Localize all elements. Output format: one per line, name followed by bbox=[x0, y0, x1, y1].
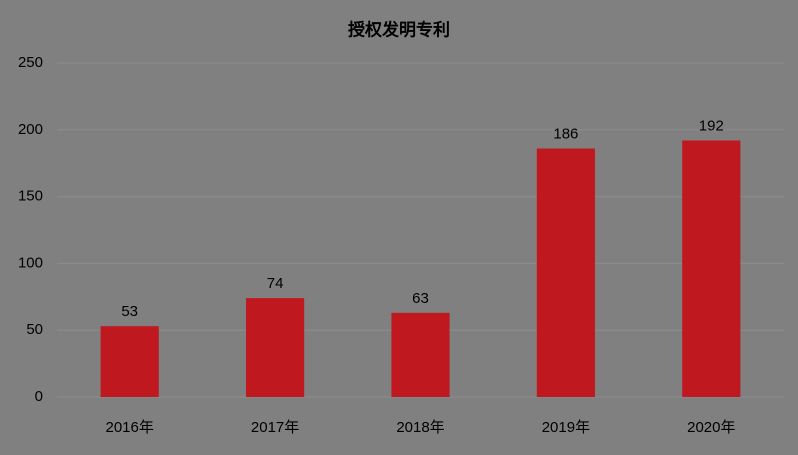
x-tick-label: 2016年 bbox=[106, 419, 154, 436]
data-label: 186 bbox=[553, 125, 578, 142]
y-tick-label: 200 bbox=[18, 121, 43, 138]
bar bbox=[246, 298, 305, 397]
y-tick-label: 0 bbox=[35, 388, 43, 405]
x-tick-label: 2017年 bbox=[251, 419, 299, 436]
x-tick-label: 2020年 bbox=[687, 419, 735, 436]
bar bbox=[391, 312, 450, 397]
data-label: 63 bbox=[412, 290, 429, 307]
bar bbox=[536, 148, 595, 397]
chart-title: 授权发明专利 bbox=[348, 19, 450, 39]
y-tick-label: 100 bbox=[18, 254, 43, 271]
y-tick-label: 50 bbox=[26, 321, 43, 338]
bar bbox=[682, 140, 741, 397]
bar bbox=[100, 326, 159, 397]
x-tick-label: 2019年 bbox=[542, 419, 590, 436]
data-label: 192 bbox=[699, 117, 724, 134]
x-tick-label: 2018年 bbox=[396, 419, 444, 436]
data-label: 74 bbox=[267, 275, 284, 292]
data-label: 53 bbox=[121, 303, 138, 320]
y-tick-label: 250 bbox=[18, 54, 43, 71]
y-tick-label: 150 bbox=[18, 188, 43, 205]
